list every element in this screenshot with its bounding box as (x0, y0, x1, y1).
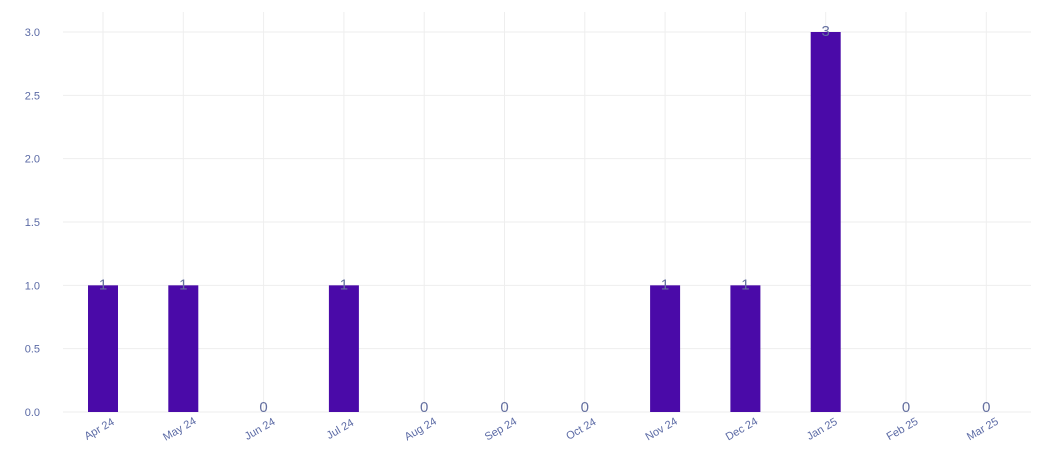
y-tick-label: 2.0 (25, 154, 40, 166)
x-tick-label: Dec 24 (724, 415, 760, 443)
x-tick-label: Apr 24 (82, 416, 116, 443)
data-label: 0 (500, 399, 508, 416)
y-tick-label: 3.0 (25, 27, 40, 39)
bar[interactable] (650, 285, 681, 412)
data-label: 1 (99, 276, 107, 293)
y-axis-ticks: 0.0 0.5 1.0 1.5 2.0 2.5 3.0 (25, 27, 40, 419)
data-label: 0 (420, 399, 428, 416)
bar[interactable] (730, 285, 761, 412)
data-label: 1 (340, 276, 348, 293)
data-label: 0 (902, 399, 910, 416)
bars (88, 32, 841, 412)
data-label: 1 (179, 276, 187, 293)
bar[interactable] (810, 32, 841, 412)
x-tick-label: May 24 (161, 415, 198, 443)
data-label: 1 (741, 276, 749, 293)
x-axis-ticks: Apr 24 May 24 Jun 24 Jul 24 Aug 24 Sep 24 Oct … (82, 415, 1000, 443)
x-tick-label: Mar 25 (965, 416, 1001, 444)
x-tick-label: Nov 24 (644, 415, 680, 443)
bar[interactable] (168, 285, 199, 412)
x-tick-label: Feb 25 (885, 416, 921, 444)
y-tick-label: 1.5 (25, 217, 40, 229)
gridlines (63, 12, 1031, 413)
x-tick-label: Jun 24 (243, 416, 278, 443)
x-tick-label: Sep 24 (483, 415, 519, 443)
data-label: 0 (982, 399, 990, 416)
y-tick-label: 0.5 (25, 344, 40, 356)
data-label: 0 (259, 399, 267, 416)
bar[interactable] (328, 285, 359, 412)
data-label: 3 (822, 23, 830, 40)
x-tick-label: Aug 24 (403, 415, 439, 443)
y-tick-label: 2.5 (25, 90, 40, 102)
x-tick-label: Jan 25 (805, 416, 840, 443)
data-labels: 1 1 0 1 0 0 0 1 1 3 0 0 (99, 23, 991, 416)
x-tick-label: Jul 24 (325, 417, 356, 442)
y-tick-label: 0.0 (25, 407, 40, 419)
y-tick-label: 1.0 (25, 280, 40, 292)
data-label: 1 (661, 276, 669, 293)
data-label: 0 (581, 399, 589, 416)
bar[interactable] (88, 285, 118, 412)
x-tick-label: Oct 24 (564, 416, 598, 443)
